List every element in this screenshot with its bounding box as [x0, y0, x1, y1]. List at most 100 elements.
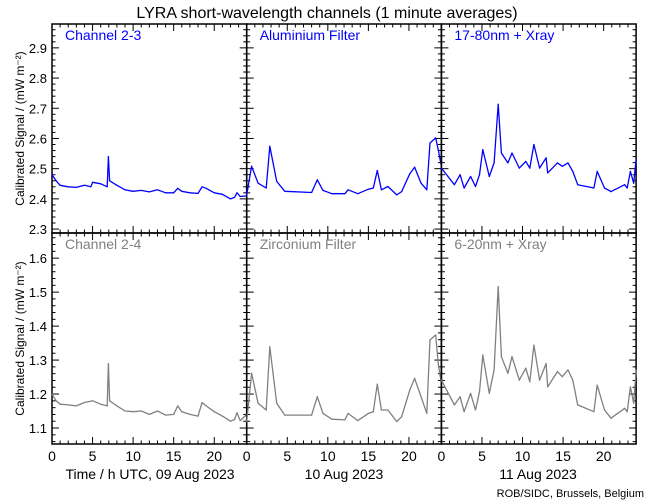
data-point: [233, 196, 236, 198]
data-point: [229, 420, 232, 422]
data-point: [357, 193, 359, 195]
data-point: [593, 187, 595, 189]
data-point: [164, 414, 167, 416]
data-point: [83, 184, 86, 186]
data-point: [545, 362, 547, 365]
data-point: [500, 152, 503, 154]
data-point: [357, 419, 359, 422]
data-point: [453, 184, 455, 186]
data-point: [500, 356, 503, 358]
data-point: [233, 418, 236, 421]
x-tick-label: 20: [206, 448, 222, 464]
x-tick-label: 20: [596, 448, 612, 464]
x-tick-label: 15: [555, 448, 571, 464]
y-tick-label: 1.2: [29, 387, 47, 402]
data-point: [229, 198, 232, 200]
data-point: [100, 183, 102, 185]
chart-title: LYRA short-wavelength channels (1 minute…: [136, 5, 517, 22]
data-point: [561, 376, 563, 378]
data-point: [75, 186, 77, 188]
data-point: [106, 186, 108, 188]
data-point: [409, 389, 411, 391]
x-tick-label: 5: [478, 448, 486, 464]
data-point: [205, 405, 207, 407]
data-point: [372, 411, 374, 413]
data-point: [629, 386, 632, 388]
data-point: [538, 167, 541, 169]
data-point: [265, 187, 267, 189]
data-point: [572, 379, 574, 381]
data-point: [426, 189, 428, 191]
data-point: [367, 188, 369, 190]
data-point: [511, 356, 513, 358]
data-point: [107, 155, 109, 158]
data-point: [533, 344, 535, 346]
y-tick-label: 2.7: [29, 101, 47, 116]
data-point: [177, 405, 179, 407]
data-point: [116, 184, 118, 186]
x-tick-label: 10: [125, 448, 141, 464]
data-point: [463, 187, 465, 189]
data-point: [221, 415, 223, 417]
data-point: [633, 402, 635, 404]
data-point: [67, 404, 69, 406]
data-point: [108, 180, 111, 182]
data-point: [100, 403, 102, 405]
data-point: [624, 184, 626, 186]
data-point: [635, 159, 637, 161]
data-point: [246, 420, 248, 423]
data-point: [181, 190, 183, 192]
data-point: [51, 393, 53, 395]
data-point: [426, 412, 428, 415]
data-point: [610, 417, 612, 419]
data-point: [429, 142, 431, 144]
data-point: [482, 354, 484, 356]
data-point: [107, 362, 109, 365]
data-point: [156, 189, 159, 191]
panel-frame: [245, 23, 443, 234]
data-point: [250, 372, 253, 374]
data-point: [376, 383, 378, 385]
data-point: [269, 145, 271, 147]
data-point: [525, 367, 527, 369]
data-point: [603, 187, 606, 189]
data-point: [331, 418, 333, 420]
y-axis-label: Calibrated Signal / (mW m⁻²): [13, 51, 27, 205]
data-point: [470, 175, 472, 178]
data-point: [437, 149, 439, 151]
data-point: [55, 180, 57, 182]
data-point: [205, 187, 207, 189]
data-point: [284, 190, 286, 192]
data-point: [474, 409, 477, 411]
data-point: [556, 162, 559, 164]
y-tick-label: 1.1: [29, 421, 47, 436]
data-point: [284, 414, 286, 416]
data-point: [453, 404, 455, 406]
data-point: [572, 170, 574, 172]
data-point: [213, 192, 215, 194]
data-point: [189, 192, 191, 194]
data-point: [197, 415, 199, 417]
data-point: [547, 172, 549, 174]
data-point: [561, 165, 563, 167]
data-point: [463, 411, 465, 413]
data-point: [59, 403, 61, 405]
data-point: [497, 103, 499, 105]
data-point: [148, 413, 150, 416]
data-point: [511, 152, 513, 154]
panel-title: Channel 2-4: [65, 236, 141, 252]
data-point: [140, 189, 142, 192]
x-tick-label: 15: [166, 448, 182, 464]
data-point: [173, 192, 175, 194]
data-point: [633, 182, 635, 184]
x-axis-label-day1: Time / h UTC, 09 Aug 2023: [65, 466, 234, 482]
data-point: [201, 186, 203, 188]
series-line: [440, 103, 637, 193]
data-point: [459, 174, 461, 176]
data-point: [347, 412, 349, 415]
data-point: [344, 193, 346, 195]
data-point: [624, 407, 626, 409]
data-point: [470, 392, 472, 394]
data-point: [367, 412, 369, 415]
y-tick-label: 1.6: [29, 251, 47, 266]
